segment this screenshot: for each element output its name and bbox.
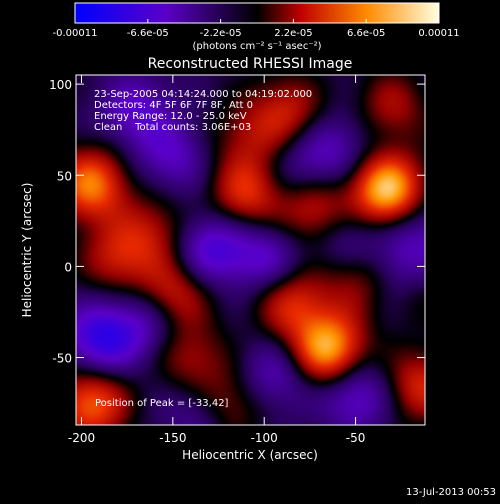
y-tick-label: 0 — [64, 260, 72, 274]
colorbar-tick-label: -0.00011 — [53, 28, 98, 39]
annotation-time: 23-Sep-2005 04:14:24.000 to 04:19:02.000 — [94, 89, 312, 100]
y-tick-label: -50 — [52, 352, 72, 366]
x-tick-label: -150 — [159, 431, 186, 445]
colorbar-tick-label: 6.6e-05 — [347, 28, 385, 39]
annotation-block: 23-Sep-2005 04:14:24.000 to 04:19:02.000… — [94, 89, 312, 133]
colorbar-tick-labels: -0.00011 -6.6e-05 -2.2e-05 2.2e-05 6.6e-05 0.… — [53, 28, 460, 39]
y-tick-label: 50 — [57, 169, 72, 183]
x-axis-label: Heliocentric X (arcsec) — [182, 448, 318, 462]
colorbar-ticks — [74, 19, 440, 23]
colorbar-tick-label: 0.00011 — [418, 28, 459, 39]
colorbar-tick-label: 2.2e-05 — [274, 28, 312, 39]
heatmap — [76, 75, 425, 425]
x-tick-label: -50 — [346, 431, 366, 445]
y-axis-label: Heliocentric Y (arcsec) — [20, 183, 34, 318]
colorbar-unit-label: (photons cm⁻² s⁻¹ asec⁻²) — [192, 41, 321, 52]
y-tick-label: 100 — [49, 78, 72, 92]
annotation-energy: Energy Range: 12.0 - 25.0 keV — [94, 111, 247, 122]
heatmap-image — [76, 75, 425, 425]
annotation-clean: Clean Total counts: 3.06E+03 — [94, 122, 251, 133]
colorbar: -0.00011 -6.6e-05 -2.2e-05 2.2e-05 6.6e-05 0.… — [53, 2, 460, 52]
y-axis-ticks: -50 0 50 100 — [49, 78, 425, 366]
annotation-detectors: Detectors: 4F 5F 6F 7F 8F, Att 0 — [94, 100, 253, 111]
x-tick-label: -200 — [68, 431, 95, 445]
footer-date: 13-Jul-2013 00:53 — [406, 487, 496, 498]
x-axis-ticks: -200 -150 -100 -50 — [68, 75, 366, 445]
colorbar-tick-label: -2.2e-05 — [200, 28, 242, 39]
x-tick-label: -100 — [251, 431, 278, 445]
peak-position-label: Position of Peak = [-33,42] — [95, 398, 229, 409]
colorbar-tick-label: -6.6e-05 — [127, 28, 169, 39]
plot-frame — [75, 74, 426, 426]
colorbar-gradient — [74, 2, 440, 24]
chart-title: Reconstructed RHESSI Image — [148, 56, 353, 72]
